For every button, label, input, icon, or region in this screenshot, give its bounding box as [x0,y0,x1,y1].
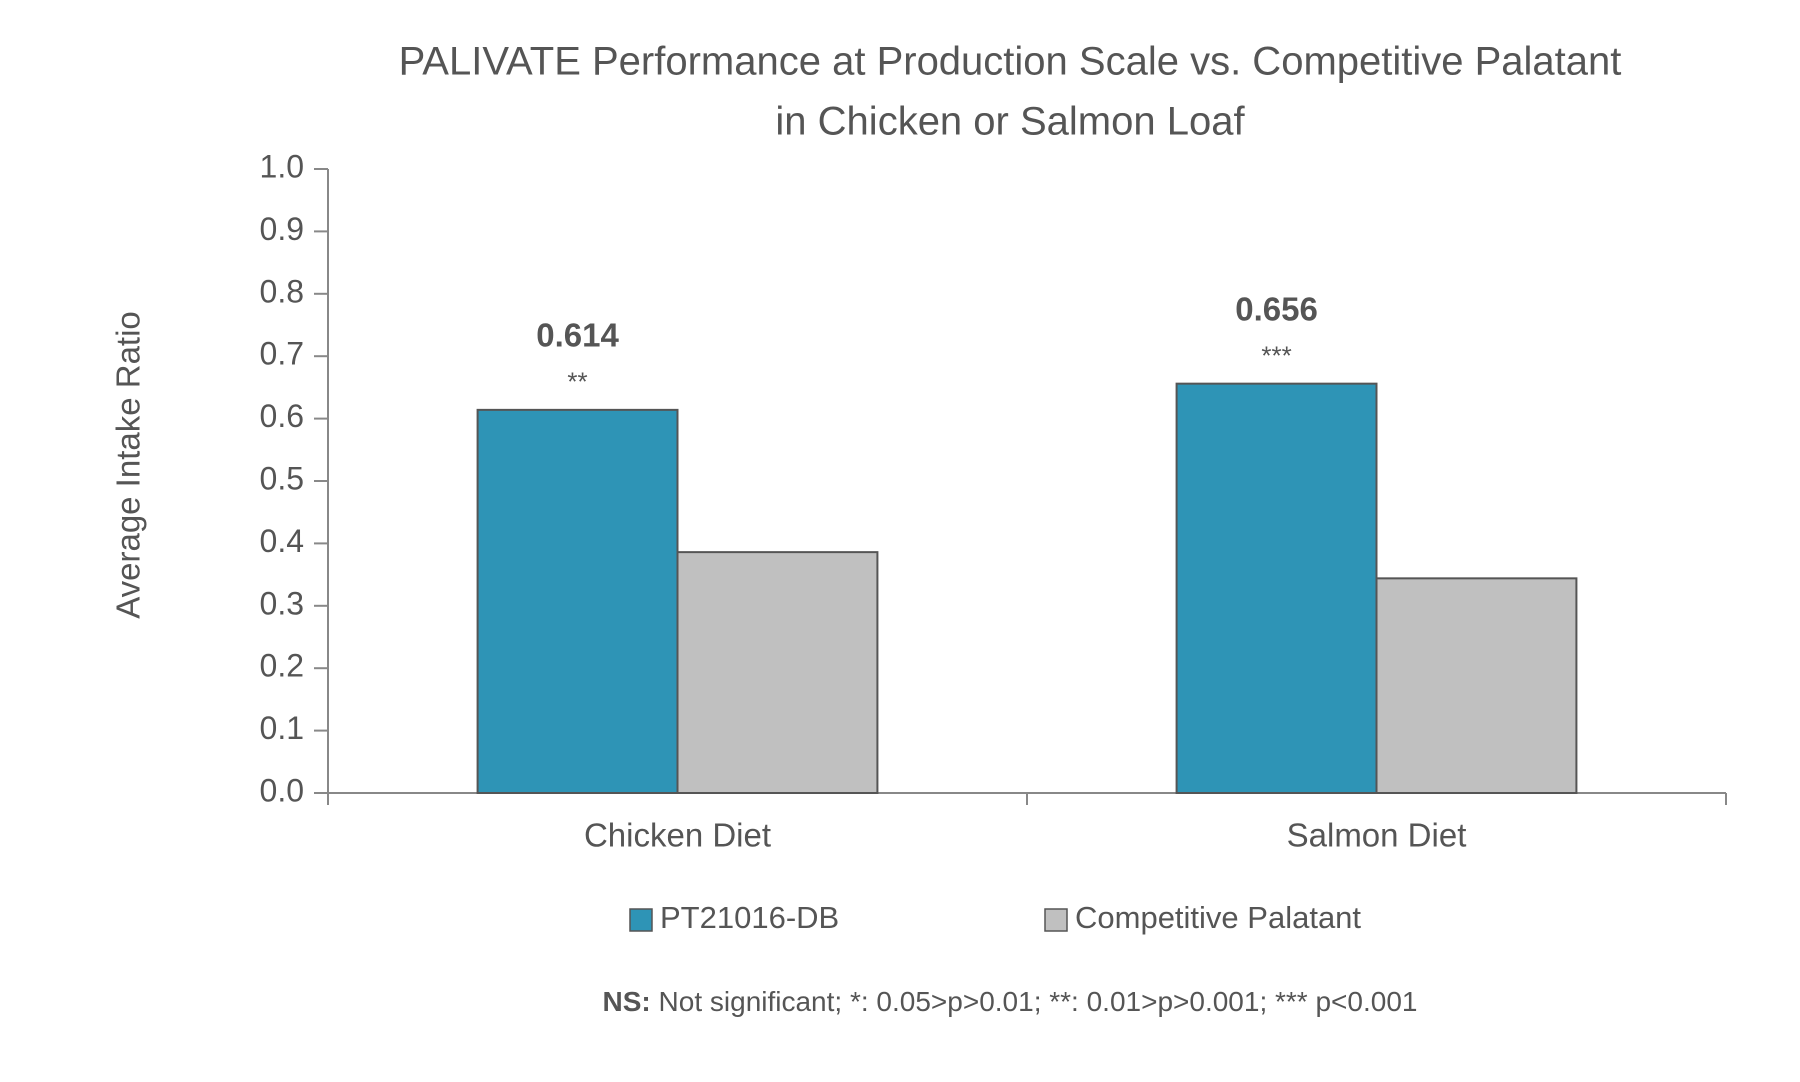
x-tick-label: Chicken Diet [584,817,771,854]
y-tick-label: 0.5 [260,460,304,496]
footnote-key: NS: [603,986,651,1017]
legend-swatch [1044,908,1068,932]
y-tick-label: 1.0 [260,148,304,184]
footnote-text: Not significant; *: 0.05>p>0.01; **: 0.0… [651,986,1418,1017]
y-tick-label: 0.2 [260,648,304,684]
bar [1175,382,1378,794]
significance: *** [1261,341,1291,371]
significance: ** [567,367,587,397]
chart-title: in Chicken or Salmon Loaf [775,100,1245,144]
x-tick-label: Salmon Diet [1287,817,1467,854]
y-tick-label: 0.4 [260,523,304,559]
footnote: NS: Not significant; *: 0.05>p>0.01; **:… [603,986,1418,1017]
legend-label: PT21016-DB [660,900,839,935]
value-label: 0.614 [536,317,619,354]
bar [676,551,879,794]
value-label: 0.656 [1235,290,1318,327]
chart-title: PALIVATE Performance at Production Scale… [399,40,1622,84]
y-axis-label: Average Intake Ratio [110,311,147,619]
y-tick-label: 0.6 [260,398,304,434]
legend-label: Competitive Palatant [1075,900,1361,935]
y-tick-label: 0.7 [260,336,304,372]
bar [476,408,679,794]
y-tick-label: 0.3 [260,585,304,621]
y-tick-label: 0.0 [260,772,304,808]
y-tick-label: 0.9 [260,211,304,247]
y-tick-label: 0.8 [260,273,304,309]
bar [1375,577,1578,794]
y-tick-label: 0.1 [260,710,304,746]
legend-swatch [629,908,653,932]
